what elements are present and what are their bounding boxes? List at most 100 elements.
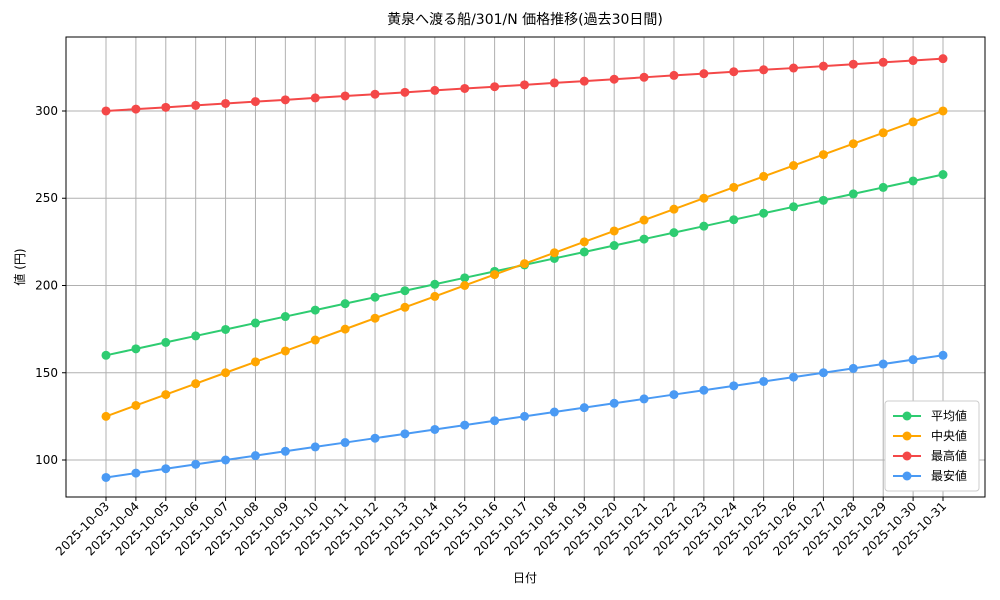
data-point <box>699 69 709 79</box>
data-point <box>250 357 260 367</box>
data-point <box>549 248 559 258</box>
data-point <box>729 67 739 77</box>
legend-label: 最高値 <box>931 448 967 463</box>
legend-label: 最安値 <box>931 468 967 483</box>
legend-label: 平均値 <box>931 408 967 423</box>
data-point <box>729 215 739 225</box>
data-point <box>161 337 171 347</box>
data-point <box>848 189 858 199</box>
data-point <box>699 385 709 395</box>
legend-marker <box>902 451 912 461</box>
data-point <box>848 363 858 373</box>
chart-title: 黄泉へ渡る船/301/N 価格推移(過去30日間) <box>387 11 663 28</box>
data-point <box>221 368 231 378</box>
legend-box <box>884 400 980 492</box>
data-point <box>340 438 350 448</box>
data-point <box>549 407 559 417</box>
data-point <box>370 433 380 443</box>
data-point <box>549 78 559 88</box>
data-point <box>520 80 529 90</box>
data-point <box>131 104 141 114</box>
y-axis-label: 値 (円) <box>12 248 27 285</box>
data-point <box>579 76 589 86</box>
y-tick-label: 200 <box>35 278 58 292</box>
data-point <box>280 312 290 322</box>
data-point <box>400 302 410 312</box>
data-point <box>131 400 141 410</box>
data-point <box>280 95 290 105</box>
data-point <box>101 106 111 116</box>
data-point <box>699 193 709 203</box>
y-tick-label: 150 <box>35 366 58 380</box>
data-point <box>310 442 320 452</box>
data-point <box>490 270 500 280</box>
legend-marker <box>902 411 912 421</box>
data-point <box>400 87 410 97</box>
data-point <box>131 468 141 478</box>
data-point <box>221 324 231 334</box>
data-point <box>221 98 231 108</box>
data-point <box>789 161 799 171</box>
data-point <box>759 208 769 218</box>
data-point <box>639 234 649 244</box>
data-point <box>191 100 201 110</box>
data-point <box>250 451 260 461</box>
y-tick-label: 250 <box>35 191 58 205</box>
data-point <box>161 102 171 112</box>
data-point <box>101 350 111 360</box>
data-point <box>430 85 440 95</box>
data-point <box>759 171 769 181</box>
data-point <box>430 291 440 301</box>
data-point <box>818 61 828 71</box>
data-point <box>609 226 619 236</box>
y-tick-label: 300 <box>35 104 58 118</box>
data-point <box>490 416 500 426</box>
data-point <box>131 344 141 354</box>
data-point <box>759 65 769 75</box>
data-point <box>848 139 858 149</box>
data-point <box>101 411 111 421</box>
data-point <box>370 313 380 323</box>
data-point <box>938 170 948 180</box>
data-point <box>609 74 619 84</box>
data-point <box>729 381 739 391</box>
data-point <box>908 176 918 186</box>
data-point <box>340 299 350 309</box>
data-point <box>340 91 350 101</box>
data-point <box>938 54 948 64</box>
data-point <box>789 372 799 382</box>
data-point <box>699 221 709 231</box>
data-point <box>609 241 619 251</box>
data-point <box>789 63 799 73</box>
data-point <box>191 379 201 389</box>
data-point <box>221 455 231 465</box>
data-point <box>430 424 440 434</box>
data-point <box>460 83 470 93</box>
data-point <box>789 202 799 212</box>
data-point <box>579 403 589 413</box>
data-point <box>848 59 858 69</box>
data-point <box>101 472 111 482</box>
data-point <box>520 411 529 421</box>
data-point <box>669 204 679 214</box>
data-point <box>460 273 470 283</box>
data-point <box>280 446 290 456</box>
data-point <box>310 93 320 103</box>
data-point <box>161 390 171 400</box>
data-point <box>520 259 529 269</box>
data-point <box>579 247 589 257</box>
legend-marker <box>902 471 912 481</box>
data-point <box>818 195 828 205</box>
data-point <box>490 82 500 92</box>
data-point <box>878 182 888 192</box>
data-point <box>759 376 769 386</box>
data-point <box>938 106 948 116</box>
data-point <box>370 292 380 302</box>
plot-frame <box>65 36 986 498</box>
data-point <box>460 280 470 290</box>
data-point <box>250 318 260 328</box>
y-tick-label: 100 <box>35 453 58 467</box>
data-point <box>400 429 410 439</box>
data-point <box>878 57 888 67</box>
